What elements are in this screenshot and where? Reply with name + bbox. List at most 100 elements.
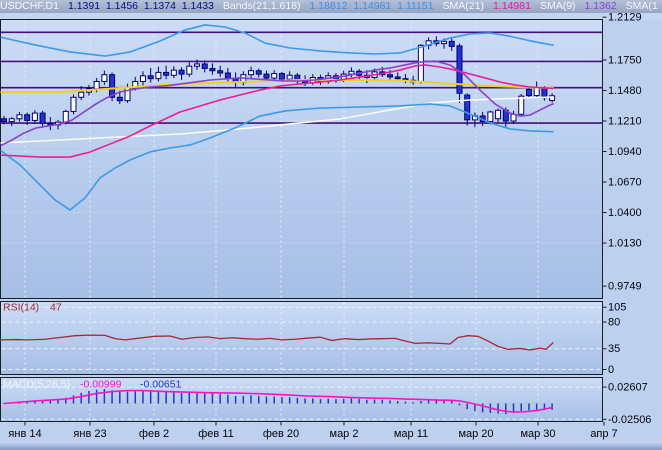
- macd-panel-content: 0.02607 -0.02506 MACD(5,26,5) -0.00999 -0.00…: [1, 379, 651, 426]
- bands-indicator-label: Bands(21,1.618): [222, 0, 301, 12]
- bollinger-upper-line: [0, 24, 554, 57]
- price-axis-label: 1.1480: [608, 85, 642, 97]
- macd-axis-label: 0.02607: [608, 382, 648, 394]
- candle-bear: [201, 63, 208, 69]
- candle-bull: [31, 112, 38, 121]
- price-axis-label: 1.1210: [608, 116, 642, 128]
- rsi-axis-label: 80: [608, 317, 620, 329]
- rsi-indicator-label: RSI(14): [3, 302, 39, 314]
- candle-bull: [8, 118, 15, 123]
- rsi-panel[interactable]: [0, 301, 603, 375]
- candle-bull: [170, 69, 177, 76]
- sma100-label-truncated: SMA(1: [625, 0, 658, 12]
- candle-bull: [549, 95, 556, 102]
- candle-bear: [24, 114, 31, 121]
- candle-bear: [39, 112, 46, 124]
- candle-bear: [178, 69, 185, 75]
- price-axis-label: 1.0670: [608, 177, 642, 189]
- window-bottom-edge: [0, 442, 662, 450]
- candle-bull: [70, 96, 77, 112]
- price-axis-label: 1.0940: [608, 146, 642, 158]
- rsi-line: [0, 334, 554, 351]
- sma-white-line: [0, 96, 554, 144]
- sma21-label: SMA(21): [442, 0, 484, 12]
- horizontal-gridlines: [1, 59, 602, 244]
- macd-axis-label: -0.02506: [608, 414, 651, 426]
- ohlc-values: 1.1391 1.1456 1.1374 1.1433: [67, 0, 214, 12]
- candle-bull: [155, 71, 162, 80]
- candle-bull: [186, 65, 193, 75]
- price-axis-label: 1.1750: [608, 54, 642, 66]
- main-panel[interactable]: [0, 19, 603, 299]
- candle-bear: [464, 94, 471, 121]
- sma9-line: [0, 60, 554, 147]
- candle-bear: [525, 88, 532, 97]
- sma21-value: 1.14981: [492, 0, 531, 12]
- candle-bear: [1, 118, 7, 123]
- candle-bull: [139, 75, 146, 82]
- macd-signal-value: -0.00651: [140, 379, 182, 391]
- candle-bull: [101, 74, 108, 82]
- time-axis-label: мар 2: [330, 428, 359, 440]
- horizontal-line-objects[interactable]: [0, 31, 603, 124]
- sma21-line: [0, 64, 554, 158]
- candle-bull: [441, 40, 448, 45]
- rsi-current-value: 47: [50, 302, 62, 314]
- price-axis: 1.2129 1.1750 1.1480 1.1210 1.0940 1.0670 1.04…: [602, 12, 642, 293]
- candle-bull: [495, 109, 502, 120]
- chart-info-bar: USDCHF,D1 1.1391 1.1456 1.1374 1.1433 Band…: [0, 0, 662, 13]
- macd-panel[interactable]: [0, 377, 603, 422]
- candle-bear: [209, 67, 216, 72]
- candle-bull: [124, 86, 131, 102]
- candle-bull: [286, 74, 293, 80]
- rsi-panel-content: 105 80 35 0 RSI(14) 47: [0, 302, 626, 376]
- sma-yellow-line: [0, 78, 554, 93]
- sma9-label: SMA(9): [539, 0, 576, 12]
- time-axis-label: фев 20: [263, 428, 299, 440]
- candle-bear: [263, 73, 270, 79]
- candle-bull: [487, 111, 494, 123]
- window-top-strip: [0, 13, 662, 20]
- time-axis-label: мар 20: [458, 428, 493, 440]
- candle-bear: [541, 87, 548, 99]
- time-axis-label: фев 11: [198, 428, 234, 440]
- candle-bull: [533, 87, 540, 97]
- price-axis-label: 0.9749: [608, 281, 642, 293]
- time-axis-label: апр 7: [590, 428, 617, 440]
- candle-bull: [417, 44, 424, 83]
- macd-indicator-label: MACD(5,26,5): [3, 379, 70, 391]
- candle-bear: [109, 74, 116, 98]
- candle-bear: [224, 72, 231, 79]
- time-axis-label: мар 11: [394, 428, 428, 440]
- time-axis-label: мар 30: [520, 428, 555, 440]
- rsi-axis-label: 35: [608, 343, 620, 355]
- candle-bear: [448, 40, 455, 47]
- candle-bull: [248, 70, 255, 76]
- time-axis: янв 14 янв 23 фев 2 фев 11 фев 20 мар 2 мар 11…: [8, 421, 618, 440]
- candle-bull: [93, 80, 100, 90]
- rsi-axis-label: 105: [608, 302, 626, 314]
- bollinger-lower-line: [0, 103, 554, 211]
- candle-bear: [278, 73, 285, 80]
- price-axis-label: 1.2129: [608, 12, 642, 24]
- time-axis-label: янв 14: [8, 428, 41, 440]
- candle-bear: [147, 75, 154, 80]
- candle-bear: [163, 71, 170, 76]
- time-axis-label: фев 2: [139, 428, 169, 440]
- symbol-period-label: USDCHF,D1: [0, 0, 59, 12]
- bands-values: 1.18812 1.14981 1.11151: [309, 0, 434, 12]
- candle-bull: [271, 73, 278, 79]
- macd-main-value: -0.00999: [80, 379, 122, 391]
- price-axis-label: 1.0130: [608, 238, 642, 250]
- candle-bull: [194, 63, 200, 67]
- price-axis-label: 1.0400: [608, 207, 642, 219]
- sma9-value: 1.1362: [584, 0, 617, 12]
- candle-bull: [62, 110, 69, 123]
- candle-bull: [78, 91, 85, 98]
- candle-bear: [387, 74, 393, 78]
- rsi-axis-label: 0: [608, 364, 614, 376]
- candle-bull: [16, 114, 23, 120]
- candle-bear: [116, 96, 123, 102]
